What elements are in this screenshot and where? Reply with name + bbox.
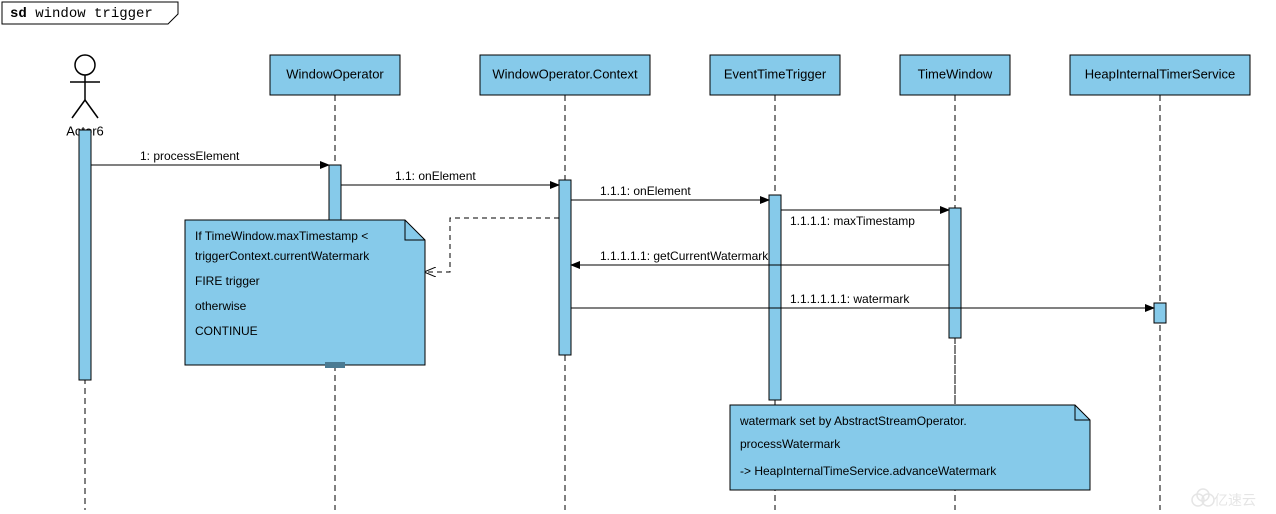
svg-text:otherwise: otherwise	[195, 299, 247, 313]
note-1: If TimeWindow.maxTimestamp < triggerCont…	[185, 220, 425, 368]
svg-text:1.1.1.1: maxTimestamp: 1.1.1.1: maxTimestamp	[790, 214, 915, 228]
msg-1-1-1-1: 1.1.1.1: maxTimestamp	[781, 210, 949, 228]
svg-text:1.1.1: onElement: 1.1.1: onElement	[600, 184, 691, 198]
activation-woc	[559, 180, 571, 355]
activation-actor	[79, 130, 91, 380]
svg-text:1.1.1.1.1: getCurrentWatermark: 1.1.1.1.1: getCurrentWatermark	[600, 249, 769, 263]
svg-text:1.1.1.1.1.1: watermark: 1.1.1.1.1.1: watermark	[790, 292, 910, 306]
frame-label: sd window trigger	[2, 2, 178, 24]
activation-tw	[949, 208, 961, 338]
svg-text:WindowOperator.Context: WindowOperator.Context	[492, 66, 638, 81]
note-2: watermark set by AbstractStreamOperator.…	[730, 405, 1090, 490]
activation-ett	[769, 195, 781, 400]
return-dash	[425, 218, 559, 272]
svg-text:1.1: onElement: 1.1: onElement	[395, 169, 476, 183]
svg-text:EventTimeTrigger: EventTimeTrigger	[724, 66, 827, 81]
msg-1: 1: processElement	[91, 149, 329, 165]
svg-text:-> HeapInternalTimeService.adv: -> HeapInternalTimeService.advanceWaterm…	[740, 464, 997, 478]
lifeline-hits: HeapInternalTimerService	[1070, 55, 1250, 510]
svg-text:watermark set by AbstractStrea: watermark set by AbstractStreamOperator.	[739, 414, 967, 428]
svg-text:If TimeWindow.maxTimestamp <: If TimeWindow.maxTimestamp <	[195, 229, 368, 243]
msg-1-1-1: 1.1.1: onElement	[571, 184, 769, 200]
frame-title: window trigger	[35, 6, 153, 22]
svg-text:TimeWindow: TimeWindow	[918, 66, 993, 81]
svg-text:sd window trigger: sd window trigger	[10, 6, 153, 22]
svg-text:1: processElement: 1: processElement	[140, 149, 240, 163]
msg-1-1: 1.1: onElement	[341, 169, 559, 185]
frame-prefix: sd	[10, 6, 27, 22]
svg-text:processWatermark: processWatermark	[740, 437, 841, 451]
watermark: 亿速云	[1192, 489, 1256, 508]
msg-1-1-1-1-1-1: 1.1.1.1.1.1: watermark	[571, 292, 1154, 308]
svg-text:亿速云: 亿速云	[1214, 492, 1256, 508]
activation-hits	[1154, 303, 1166, 323]
svg-text:WindowOperator: WindowOperator	[286, 66, 384, 81]
svg-text:triggerContext.currentWatermar: triggerContext.currentWatermark	[195, 249, 370, 263]
note-resize-handle	[325, 362, 345, 368]
svg-text:CONTINUE: CONTINUE	[195, 324, 258, 338]
msg-1-1-1-1-1: 1.1.1.1.1: getCurrentWatermark	[571, 249, 949, 265]
svg-text:HeapInternalTimerService: HeapInternalTimerService	[1085, 66, 1236, 81]
svg-text:FIRE trigger: FIRE trigger	[195, 274, 260, 288]
